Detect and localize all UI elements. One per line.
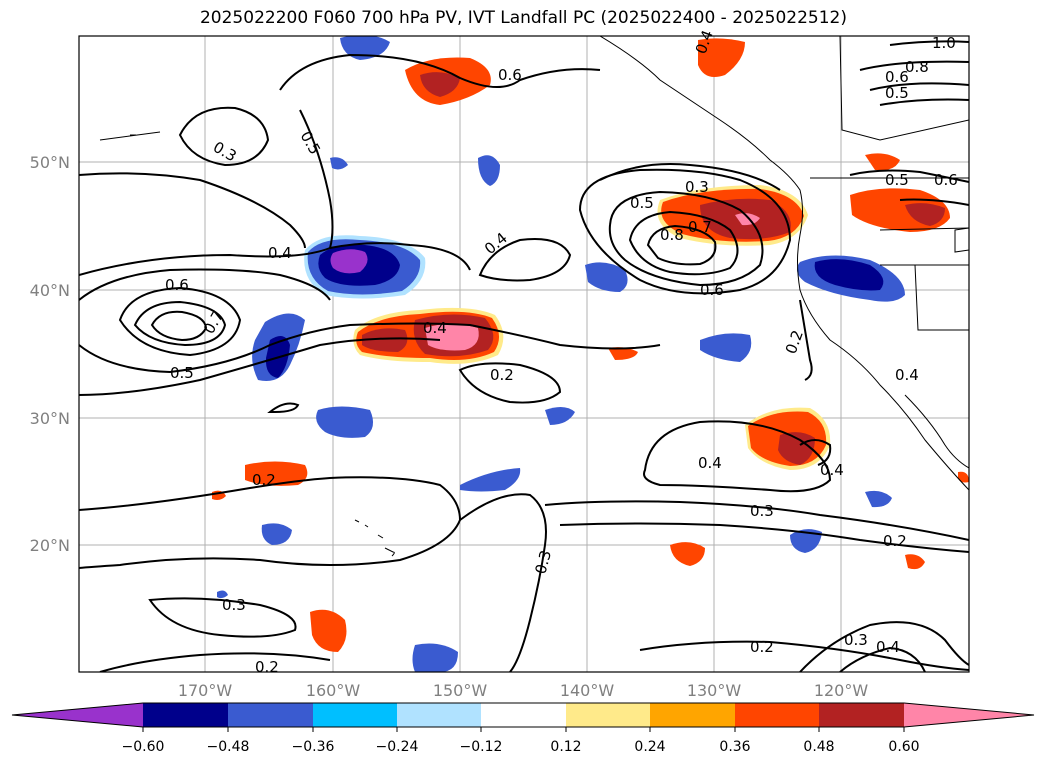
lon-label: 160°W	[306, 681, 361, 700]
colorbar-labels: −0.60 −0.48 −0.36 −0.24 −0.12 0.12 0.24 …	[122, 739, 920, 755]
colorbar-segment	[566, 703, 650, 727]
colorbar-tick-label: −0.12	[460, 739, 503, 755]
shaded-fields	[212, 36, 969, 672]
contour-label: 0.2	[252, 471, 276, 489]
colorbar-min-extend	[12, 703, 143, 727]
lon-label: 140°W	[560, 681, 615, 700]
contour-label: 0.6	[498, 66, 522, 84]
longitude-labels: 170°W 160°W 150°W 140°W 130°W 120°W	[178, 681, 869, 700]
contour-label: 0.2	[750, 638, 774, 656]
colorbar-segment	[397, 703, 481, 727]
negative-anomaly-blob	[217, 155, 892, 672]
contour-label: 0.3	[531, 548, 555, 576]
lon-label: 170°W	[178, 681, 233, 700]
contour-label: 0.5	[885, 171, 909, 189]
colorbar-tick-label: −0.48	[207, 739, 250, 755]
contour-label: 0.6	[885, 68, 909, 86]
colorbar-tick-label: 0.60	[888, 739, 919, 755]
colorbar: −0.60 −0.48 −0.36 −0.24 −0.12 0.12 0.24 …	[11, 702, 1035, 755]
contour-label: 0.3	[685, 178, 709, 196]
colorbar-tick-label: 0.36	[719, 739, 750, 755]
colorbar-ticks	[142, 727, 905, 732]
contour-label: 0.5	[885, 84, 909, 102]
contour-label: 0.5	[630, 194, 654, 212]
contour-label: 1.0	[932, 34, 956, 52]
contour-label: 0.3	[750, 502, 774, 520]
contour-label: 0.8	[660, 226, 684, 244]
coastlines	[99, 36, 969, 557]
negative-anomaly-blob	[796, 255, 905, 302]
map-title: 2025022200 F060 700 hPa PV, IVT Landfall…	[199, 8, 847, 28]
lat-label: 50°N	[30, 153, 70, 172]
colorbar-tick-label: −0.36	[292, 739, 335, 755]
colorbar-tick-label: 0.48	[803, 739, 834, 755]
contour-label: 0.6	[934, 171, 958, 189]
colorbar-segment	[735, 703, 819, 727]
contour-label: 0.4	[698, 454, 722, 472]
colorbar-segment	[228, 703, 313, 727]
colorbar-tick-label: 0.24	[634, 739, 665, 755]
contour-label: 0.8	[905, 58, 929, 76]
colorbar-segment	[481, 703, 566, 727]
negative-anomaly-blob	[340, 36, 390, 60]
lat-label: 20°N	[30, 536, 70, 555]
colorbar-tick-label: 0.12	[550, 739, 581, 755]
contour-label: 0.4	[820, 461, 844, 479]
colorbar-segment	[313, 703, 397, 727]
latitude-labels: 50°N 40°N 30°N 20°N	[30, 153, 70, 555]
positive-anomaly-blob	[405, 57, 491, 105]
contour-label: 0.4	[268, 244, 292, 262]
contour-label: 0.3	[222, 596, 246, 614]
lon-label: 130°W	[687, 681, 742, 700]
contour-label: 0.4	[895, 366, 919, 384]
contour-label: 0.2	[883, 532, 907, 550]
lat-label: 30°N	[30, 409, 70, 428]
map-frame	[78, 35, 970, 673]
contour-label: 0.7	[688, 218, 712, 236]
lat-label: 40°N	[30, 281, 70, 300]
colorbar-segment	[819, 703, 904, 727]
colorbar-segment	[143, 703, 228, 727]
lon-label: 150°W	[433, 681, 488, 700]
contour-label: 0.4	[423, 319, 447, 337]
pv-contours	[79, 40, 969, 672]
map-area	[79, 36, 969, 672]
contour-label: 0.6	[165, 276, 189, 294]
positive-anomaly-blob	[657, 185, 808, 246]
colorbar-tick-label: −0.24	[376, 739, 419, 755]
contour-label: 0.5	[170, 364, 194, 382]
contour-label: 0.6	[700, 281, 724, 299]
colorbar-max-extend	[904, 703, 1034, 727]
colorbar-tick-label: −0.60	[122, 739, 165, 755]
contour-label: 0.2	[255, 658, 279, 676]
contour-label: 0.4	[876, 638, 900, 656]
positive-anomaly-blob	[745, 407, 831, 470]
contour-label: 0.3	[844, 631, 868, 649]
lon-label: 120°W	[814, 681, 869, 700]
contour-label: 0.2	[490, 366, 514, 384]
negative-anomaly-blob	[304, 235, 426, 299]
colorbar-segment	[650, 703, 735, 727]
